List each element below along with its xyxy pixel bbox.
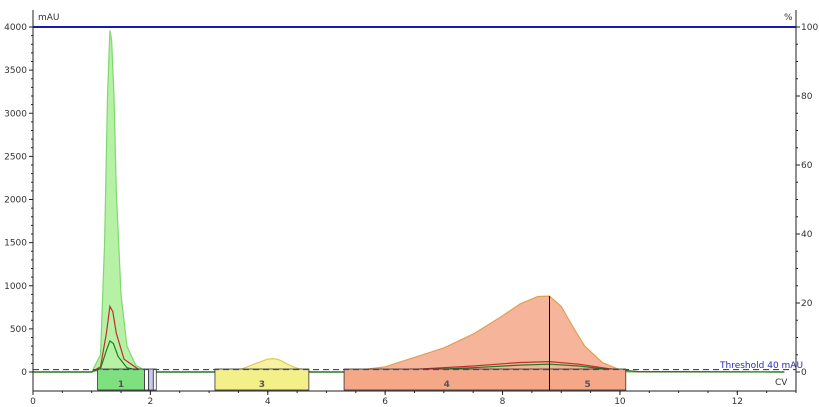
left-axis-unit: mAU — [38, 13, 60, 23]
threshold-label: Threshold 40 mAU — [719, 361, 803, 371]
right-tick-label-60: 60 — [801, 161, 813, 171]
fraction-strip: 1 3 4 5 — [97, 368, 627, 391]
left-tick-label-4000: 4000 — [4, 23, 27, 33]
fraction-label-4: 4 — [444, 380, 450, 390]
right-tick-label-100: 100 — [801, 23, 818, 33]
x-tick-label-6: 6 — [382, 397, 388, 407]
fraction-5 — [214, 368, 310, 391]
right-tick-label-40: 40 — [801, 230, 813, 240]
left-tick-label-0: 0 — [21, 368, 27, 378]
trace-layer — [33, 30, 785, 373]
reference-lines — [33, 26, 796, 390]
fraction-label-5: 5 — [585, 380, 591, 390]
right-tick-label-0: 0 — [801, 368, 807, 378]
fraction-3 — [148, 368, 154, 391]
fraction-label-3: 3 — [259, 380, 265, 390]
x-tick-label-8: 8 — [500, 397, 506, 407]
fraction-label-1: 1 — [118, 380, 124, 390]
x-tick-label-4: 4 — [265, 397, 271, 407]
x-tick-label-12: 12 — [732, 397, 743, 407]
left-tick-label-3000: 3000 — [4, 109, 27, 119]
right-tick-label-80: 80 — [801, 92, 813, 102]
left-tick-label-1000: 1000 — [4, 282, 27, 292]
x-tick-label-0: 0 — [30, 397, 36, 407]
right-axis-unit: % — [784, 13, 793, 23]
trace-line-1 — [33, 30, 785, 373]
trace-line-3 — [344, 295, 638, 373]
left-tick-label-3500: 3500 — [4, 66, 27, 76]
axes: 0500100015002000250030003500400002040608… — [4, 10, 818, 407]
x-tick-label-2: 2 — [148, 397, 154, 407]
trace-area-3 — [344, 296, 638, 372]
left-tick-label-500: 500 — [10, 325, 27, 335]
right-tick-label-20: 20 — [801, 299, 813, 309]
fraction-2 — [144, 368, 150, 391]
left-tick-label-2000: 2000 — [4, 196, 27, 206]
fraction-4 — [152, 368, 157, 391]
x-axis-unit: CV — [775, 378, 788, 388]
left-tick-label-1500: 1500 — [4, 239, 27, 249]
x-tick-label-10: 10 — [614, 397, 626, 407]
left-tick-label-2500: 2500 — [4, 152, 27, 162]
trace-area-1 — [33, 30, 785, 373]
